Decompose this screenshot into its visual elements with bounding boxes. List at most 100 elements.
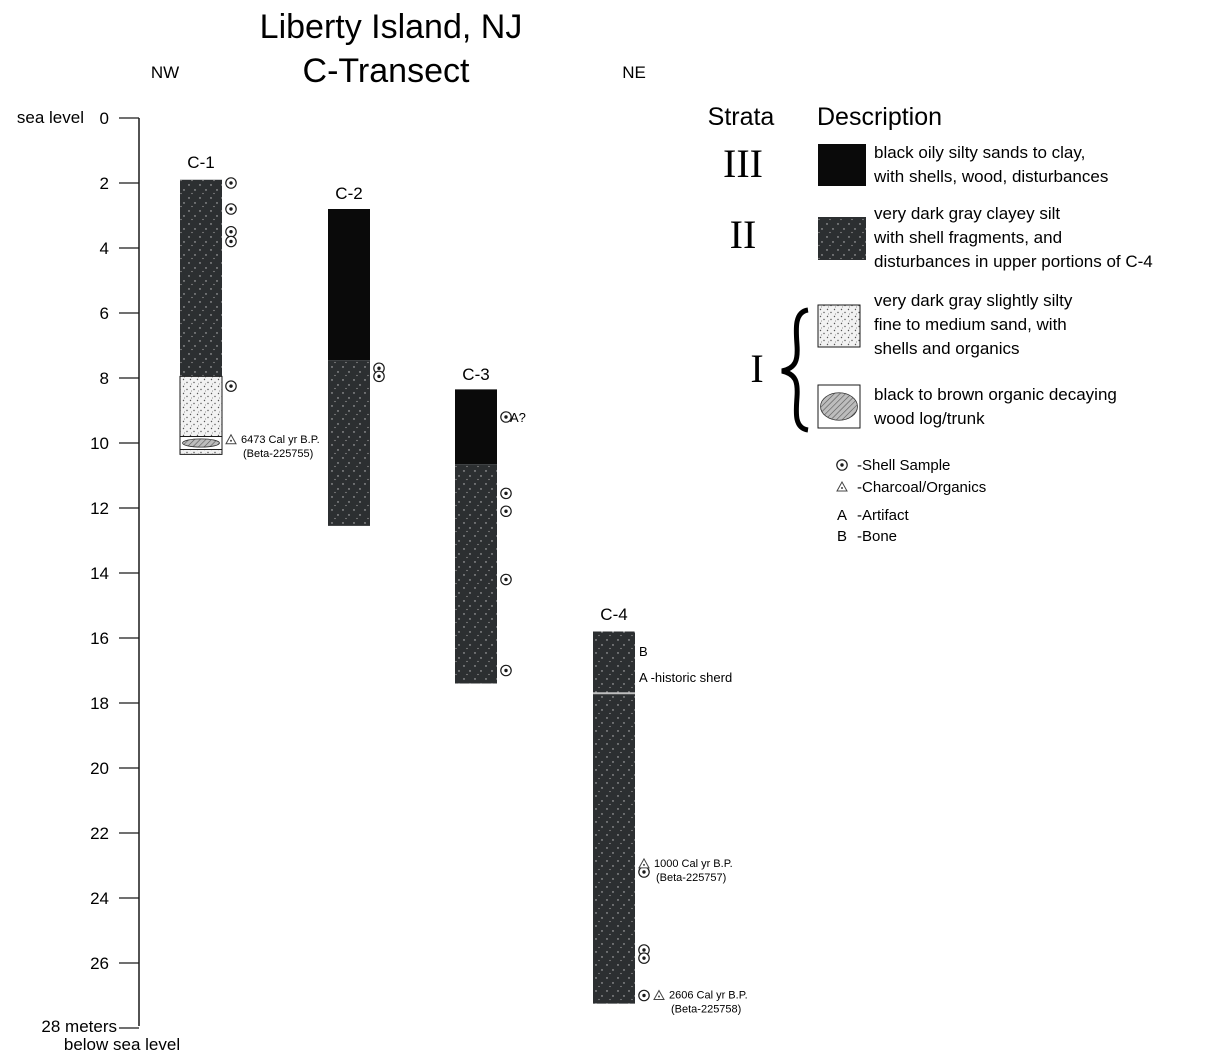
core-label-c1: C-1 bbox=[187, 153, 214, 172]
shell-sample-icon bbox=[225, 225, 237, 238]
direction-nw: NW bbox=[151, 63, 179, 82]
shell-sample-icon bbox=[500, 411, 512, 423]
axis-tick-label: 12 bbox=[90, 499, 109, 518]
shell-sample-icon bbox=[225, 235, 237, 248]
legend-stratum-numeral: III bbox=[723, 141, 763, 186]
legend-description-line: very dark gray slightly silty bbox=[874, 291, 1073, 310]
core-label-c4: C-4 bbox=[600, 605, 627, 624]
axis-bottom-label-1: 28 meters bbox=[41, 1017, 117, 1036]
charcoal-organics-icon bbox=[653, 989, 665, 1000]
legend-description-line: shells and organics bbox=[874, 339, 1020, 358]
core-segment-c3-II bbox=[455, 464, 497, 684]
shell-sample-icon bbox=[225, 380, 237, 392]
axis-bottom-label-2: below sea level bbox=[64, 1035, 180, 1054]
legend-description-line: with shell fragments, and bbox=[873, 228, 1062, 247]
legend-item-II: II very dark gray clayey silt with shell f… bbox=[730, 204, 1153, 271]
charcoal-organics-icon bbox=[638, 857, 650, 869]
core-c2: C-2 bbox=[328, 184, 385, 526]
shell-sample-icon bbox=[836, 459, 848, 471]
shell-sample-icon bbox=[500, 664, 512, 677]
radiocarbon-date-label: 6473 Cal yr B.P. bbox=[241, 434, 320, 446]
core-segment-c2-III bbox=[328, 209, 370, 361]
legend-swatch-wood bbox=[817, 384, 861, 429]
core-annotation-label: A -historic sherd bbox=[639, 670, 732, 685]
lab-sample-id-label: (Beta-225755) bbox=[243, 448, 313, 460]
legend-symbol-letter: A bbox=[837, 507, 847, 524]
axis-tick-label: 20 bbox=[90, 759, 109, 778]
core-segment-c3-III bbox=[455, 389, 497, 465]
axis-tick-label: 16 bbox=[90, 629, 109, 648]
legend-symbol-label: -Shell Sample bbox=[857, 457, 950, 474]
core-segment-c1-wood bbox=[179, 436, 223, 450]
core-c4: C-4 B A -historic sherd 1000 Cal yr B.P. (Be… bbox=[593, 605, 748, 1016]
legend: Strata Description III black oily silty s… bbox=[708, 103, 1153, 545]
axis-tick-label: 4 bbox=[100, 239, 109, 258]
core-annotation-label: B bbox=[639, 644, 648, 659]
legend-item-III: III black oily silty sands to clay, with s… bbox=[723, 141, 1108, 186]
title-line-2: C-Transect bbox=[303, 52, 470, 90]
legend-description-line: disturbances in upper portions of C-4 bbox=[874, 252, 1153, 271]
core-annotation-label: A? bbox=[510, 410, 526, 425]
legend-swatch-III bbox=[818, 144, 866, 186]
legend-stratum-numeral: I bbox=[750, 346, 763, 391]
legend-stratum-numeral: II bbox=[730, 212, 757, 257]
radiocarbon-date-label: 2606 Cal yr B.P. bbox=[669, 990, 748, 1002]
axis-tick-label: 2 bbox=[100, 174, 109, 193]
legend-symbol-label: -Charcoal/Organics bbox=[857, 479, 986, 496]
legend-symbol-label: -Bone bbox=[857, 528, 897, 545]
core-c3: C-3 A? bbox=[455, 365, 526, 684]
core-label-c2: C-2 bbox=[335, 184, 362, 203]
axis-top-label: sea level bbox=[17, 108, 84, 127]
shell-sample-icon bbox=[500, 505, 512, 518]
axis-tick-label: 8 bbox=[100, 369, 109, 388]
axis-tick-label: 14 bbox=[90, 564, 109, 583]
legend-description-line: black to brown organic decaying bbox=[874, 385, 1117, 404]
shell-sample-icon bbox=[500, 487, 512, 500]
legend-strata-header: Strata bbox=[708, 103, 775, 131]
axis-tick-label: 22 bbox=[90, 824, 109, 843]
shell-sample-icon bbox=[225, 203, 237, 215]
shell-sample-icon bbox=[500, 573, 512, 586]
lab-sample-id-label: (Beta-225757) bbox=[656, 872, 726, 884]
legend-symbol-bone: B -Bone bbox=[837, 528, 897, 545]
direction-ne: NE bbox=[622, 63, 646, 82]
lab-sample-id-label: (Beta-225758) bbox=[671, 1004, 741, 1016]
shell-sample-icon bbox=[373, 370, 385, 383]
legend-description-line: fine to medium sand, with bbox=[874, 315, 1067, 334]
shell-sample-icon bbox=[638, 952, 650, 964]
legend-symbol-shell: -Shell Sample bbox=[836, 457, 950, 474]
axis-tick-label: 6 bbox=[100, 304, 109, 323]
legend-symbol-charcoal: -Charcoal/Organics bbox=[836, 479, 986, 496]
axis-tick-label: 0 bbox=[100, 109, 109, 128]
axis-tick-label: 10 bbox=[90, 434, 109, 453]
axis-tick-label: 18 bbox=[90, 694, 109, 713]
charcoal-organics-icon bbox=[225, 433, 237, 445]
axis-tick-label: 24 bbox=[90, 889, 109, 908]
legend-symbol-letter: B bbox=[837, 528, 847, 545]
shell-sample-icon bbox=[225, 177, 237, 189]
legend-swatch-Isand bbox=[817, 304, 861, 348]
legend-description-line: very dark gray clayey silt bbox=[874, 204, 1060, 223]
core-segment-c1-Isand bbox=[179, 449, 223, 455]
legend-description-header: Description bbox=[817, 103, 942, 131]
radiocarbon-date-label: 1000 Cal yr B.P. bbox=[654, 858, 733, 870]
legend-symbol-label: -Artifact bbox=[857, 507, 910, 524]
charcoal-organics-icon bbox=[836, 480, 848, 492]
core-segment-c1-Isand bbox=[179, 375, 223, 437]
axis-tick-label: 26 bbox=[90, 954, 109, 973]
cores: C-1 6473 Cal yr B.P. (Beta-225755) C-2 C-3 A?… bbox=[179, 153, 748, 1016]
core-label-c3: C-3 bbox=[462, 365, 489, 384]
core-segment-c1-II bbox=[180, 179, 222, 377]
legend-item-Iwood: black to brown organic decaying wood log/… bbox=[817, 384, 1117, 429]
title-line-1: Liberty Island, NJ bbox=[260, 8, 523, 46]
stratum-I-brace bbox=[781, 307, 809, 433]
legend-swatch-II bbox=[818, 217, 866, 260]
core-segment-c2-II bbox=[328, 360, 370, 526]
shell-sample-icon bbox=[638, 989, 650, 1002]
legend-description-line: with shells, wood, disturbances bbox=[873, 167, 1108, 186]
core-segment-c4-II bbox=[593, 631, 635, 1004]
legend-description-line: black oily silty sands to clay, bbox=[874, 143, 1085, 162]
